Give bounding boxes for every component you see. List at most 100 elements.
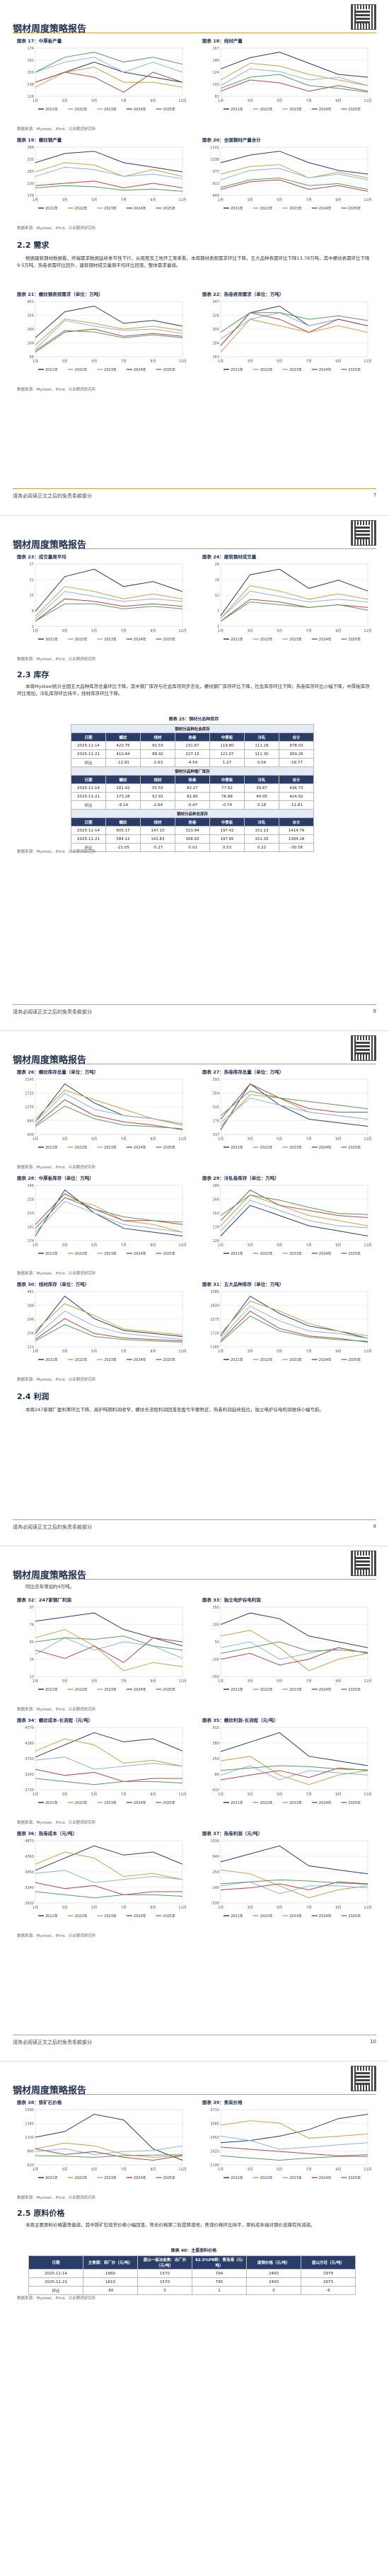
x-tick-label: 9月	[335, 198, 341, 202]
series-line-2023年	[35, 57, 183, 73]
chart-c34: 2730 3240 3750 4260 4770 1月 3月 5月 7月 9月 11月 2021年 20…	[25, 1726, 186, 1805]
x-tick-label: 9月	[335, 1350, 341, 1354]
y-tick-label: 1038	[210, 158, 219, 162]
legend-label: 2025年	[348, 2175, 361, 2180]
x-tick-label: 9月	[335, 1906, 341, 1910]
x-tick-label: 3月	[62, 1137, 68, 1142]
x-tick-label: 5月	[91, 198, 97, 202]
legend-label: 2021年	[45, 637, 58, 642]
chart-title: 图表 28：中厚板库存（单位：万吨）	[17, 1175, 94, 1181]
y-tick-label: 1101	[210, 146, 219, 150]
y-tick-label: 153	[212, 1212, 219, 1216]
legend-label: 2022年	[260, 1914, 273, 1919]
table-header-cell: 日期	[71, 775, 106, 784]
source-note: 数据来源：Mysteel、iFind、兴业期货研究所	[17, 127, 96, 132]
series-line-2024年	[35, 1882, 182, 1895]
x-tick-label: 9月	[150, 629, 156, 633]
series-line-2024年	[35, 180, 183, 189]
table-cell: -5.27	[140, 843, 175, 852]
table-cell: 2973	[301, 2277, 356, 2287]
x-tick-label: 3月	[62, 1243, 68, 1248]
series-line-2021年	[220, 568, 368, 616]
legend-label: 2025年	[163, 2175, 175, 2180]
legend-label: 2025年	[163, 367, 175, 372]
legend-label: 2024年	[134, 637, 146, 642]
legend-label: 2021年	[45, 1914, 58, 1919]
legend-label: 2021年	[231, 1687, 243, 1692]
series-line-2021年	[35, 1189, 183, 1236]
x-tick-label: 3月	[62, 1793, 68, 1797]
x-tick-label: 7月	[121, 1793, 127, 1797]
table-header-cell: 线材	[140, 817, 175, 827]
y-tick-label: 3750	[25, 1757, 34, 1761]
table-cell: 1660	[83, 2269, 138, 2278]
x-tick-label: 5月	[277, 1679, 282, 1684]
x-tick-label: 9月	[335, 360, 341, 364]
y-tick-label: 139	[212, 1226, 219, 1230]
series-line-2024年	[220, 2146, 368, 2156]
x-tick-label: 3月	[62, 1906, 68, 1910]
series-line-2025年	[35, 1778, 183, 1786]
series-line-2022年	[35, 1738, 183, 1767]
y-tick-label: 284	[212, 342, 219, 346]
series-line-2025年	[35, 603, 183, 622]
y-tick-label: 260	[27, 328, 34, 332]
series-line-2021年	[35, 1732, 183, 1758]
y-tick-label: 150	[27, 71, 34, 75]
table-cell: 0.53	[209, 843, 245, 852]
series-line-2025年	[35, 2154, 183, 2158]
legend-label: 2025年	[348, 1145, 361, 1150]
series-line-2022年	[35, 67, 183, 88]
y-tick-label: 975	[212, 170, 219, 174]
y-tick-label: 3340	[25, 1886, 34, 1890]
y-tick-label: 1100	[25, 2136, 34, 2140]
table-caption: 图表 40：主要原料价格	[170, 2248, 217, 2253]
x-tick-label: 7月	[121, 629, 127, 633]
legend-label: 2025年	[348, 206, 361, 211]
series-line-2021年	[35, 305, 183, 338]
series-line-2022年	[220, 1300, 368, 1337]
series-line-2022年	[220, 1195, 368, 1226]
table-header-cell: 螺纹	[105, 775, 141, 784]
x-tick-label: 1月	[33, 2168, 38, 2172]
table-cell: 40.05	[244, 792, 279, 801]
table-cell: 1.27	[209, 758, 245, 767]
table-cell: 173.28	[105, 792, 141, 801]
paragraph: 同比去年增加约4万吨。	[25, 1584, 75, 1589]
table-cell: 0.18	[244, 800, 279, 810]
x-tick-label: 9月	[150, 1350, 156, 1354]
y-tick-label: 124	[212, 71, 219, 75]
legend-label: 2023年	[104, 637, 117, 642]
legend-label: 2023年	[104, 1145, 117, 1150]
table-row: 2025-11-21 410.84 88.92 227.13 121.07 111.30 9…	[71, 749, 314, 759]
y-tick-label: -100	[211, 1658, 219, 1662]
series-line-2025年	[35, 1324, 183, 1342]
header-title: 钢材周度策略报告	[13, 24, 87, 35]
series-line-2025年	[220, 1090, 368, 1116]
series-line-2025年	[220, 1879, 368, 1885]
legend-label: 2021年	[45, 107, 58, 112]
inventory-table-grid: 钢材分品种社会库存 日期 螺纹 线材 热卷 中厚板 冷轧 合计 2025-11-14 423.75…	[71, 724, 314, 852]
source-note: 数据来源：Mysteel、iFind、兴业期货研究所	[17, 1934, 96, 1938]
table-cell: -2.64	[140, 800, 175, 810]
legend-label: 2021年	[45, 1145, 58, 1150]
series-line-2022年	[35, 1303, 183, 1335]
x-tick-label: 11月	[178, 1243, 186, 1248]
series-line-2023年	[35, 1201, 183, 1233]
y-tick-label: 849	[212, 194, 219, 198]
y-tick-label: 76	[30, 1623, 34, 1628]
y-tick-label: 21	[30, 578, 34, 582]
x-tick-label: 9月	[335, 1679, 341, 1684]
x-tick-label: 11月	[178, 1906, 186, 1910]
x-tick-label: 7月	[306, 360, 312, 364]
table-cell: 环比	[71, 800, 106, 810]
y-tick-label: 910	[212, 1726, 219, 1730]
legend-label: 2024年	[319, 2175, 332, 2180]
legend-label: 2021年	[231, 1145, 243, 1150]
legend-label: 2022年	[75, 107, 88, 112]
table-row: 2025-11-21 584.12 141.83 308.93 197.95 151.35…	[71, 834, 314, 844]
table-cell: 1570	[137, 2269, 192, 2278]
table-cell: -21.05	[105, 843, 141, 852]
x-tick-label: 5月	[91, 629, 97, 633]
series-line-2025年	[35, 1197, 183, 1229]
